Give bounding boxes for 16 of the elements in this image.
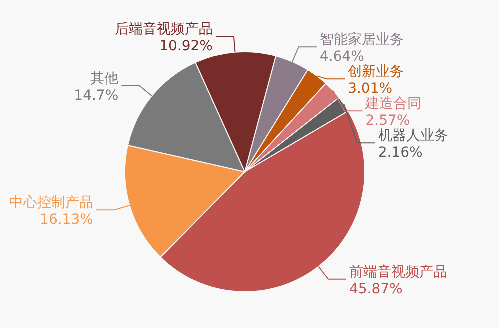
slice-label: 前端音视频产品	[349, 264, 448, 280]
data-label: 4.64%	[320, 49, 364, 66]
slice-label: 机器人业务	[378, 128, 448, 144]
slice-label: 建造合同	[364, 96, 422, 112]
slice-label: 智能家居业务	[320, 32, 404, 48]
data-label: 3.01%	[348, 81, 393, 98]
slice-label: 中心控制产品	[9, 195, 94, 212]
slice-label: 创新业务	[348, 64, 404, 80]
slice-label: 其他	[90, 70, 119, 87]
data-label: 2.57%	[366, 113, 410, 130]
data-label: 45.87%	[349, 281, 403, 298]
data-label: 2.16%	[378, 145, 423, 162]
data-label: 16.13%	[40, 212, 94, 228]
data-label: 14.7%	[74, 88, 119, 104]
slice-label: 后端音视频产品	[114, 21, 213, 38]
data-label: 10.92%	[160, 38, 213, 54]
